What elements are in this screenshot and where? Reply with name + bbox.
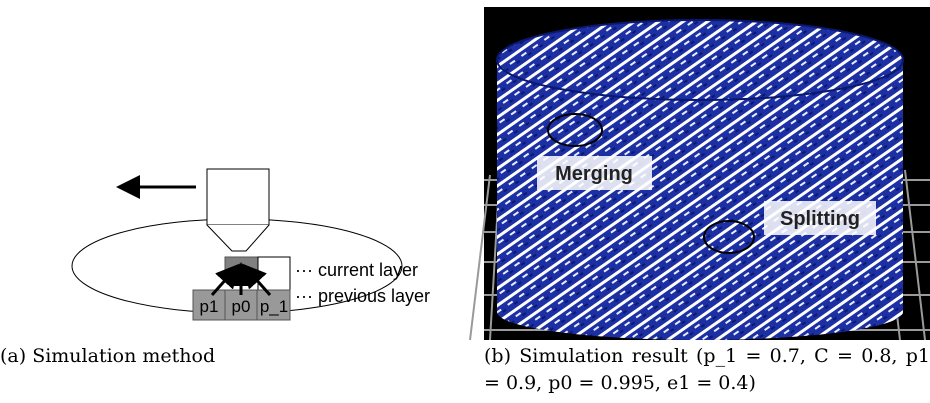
legend-label: ··· current layer (295, 260, 418, 280)
nozzle-cone (207, 225, 269, 251)
panel-b: Merging Splitting (470, 7, 930, 340)
caption: (a) Simulation method (0, 343, 420, 370)
block-label: p_1 (260, 297, 288, 316)
block-label: p0 (232, 297, 251, 316)
annotation: Merging (555, 163, 633, 185)
page: p1 p0 p_1 ··· current layer ··· previous… (0, 0, 930, 403)
block-label: p1 (200, 297, 219, 316)
annotation: Splitting (780, 208, 860, 230)
panel-a: p1 p0 p_1 ··· current layer ··· previous… (72, 169, 430, 320)
caption: (b) Simulation result (p_1 = 0.7, C = 0.… (484, 343, 930, 397)
legend-label: ··· previous layer (295, 286, 430, 306)
nozzle (207, 169, 269, 225)
